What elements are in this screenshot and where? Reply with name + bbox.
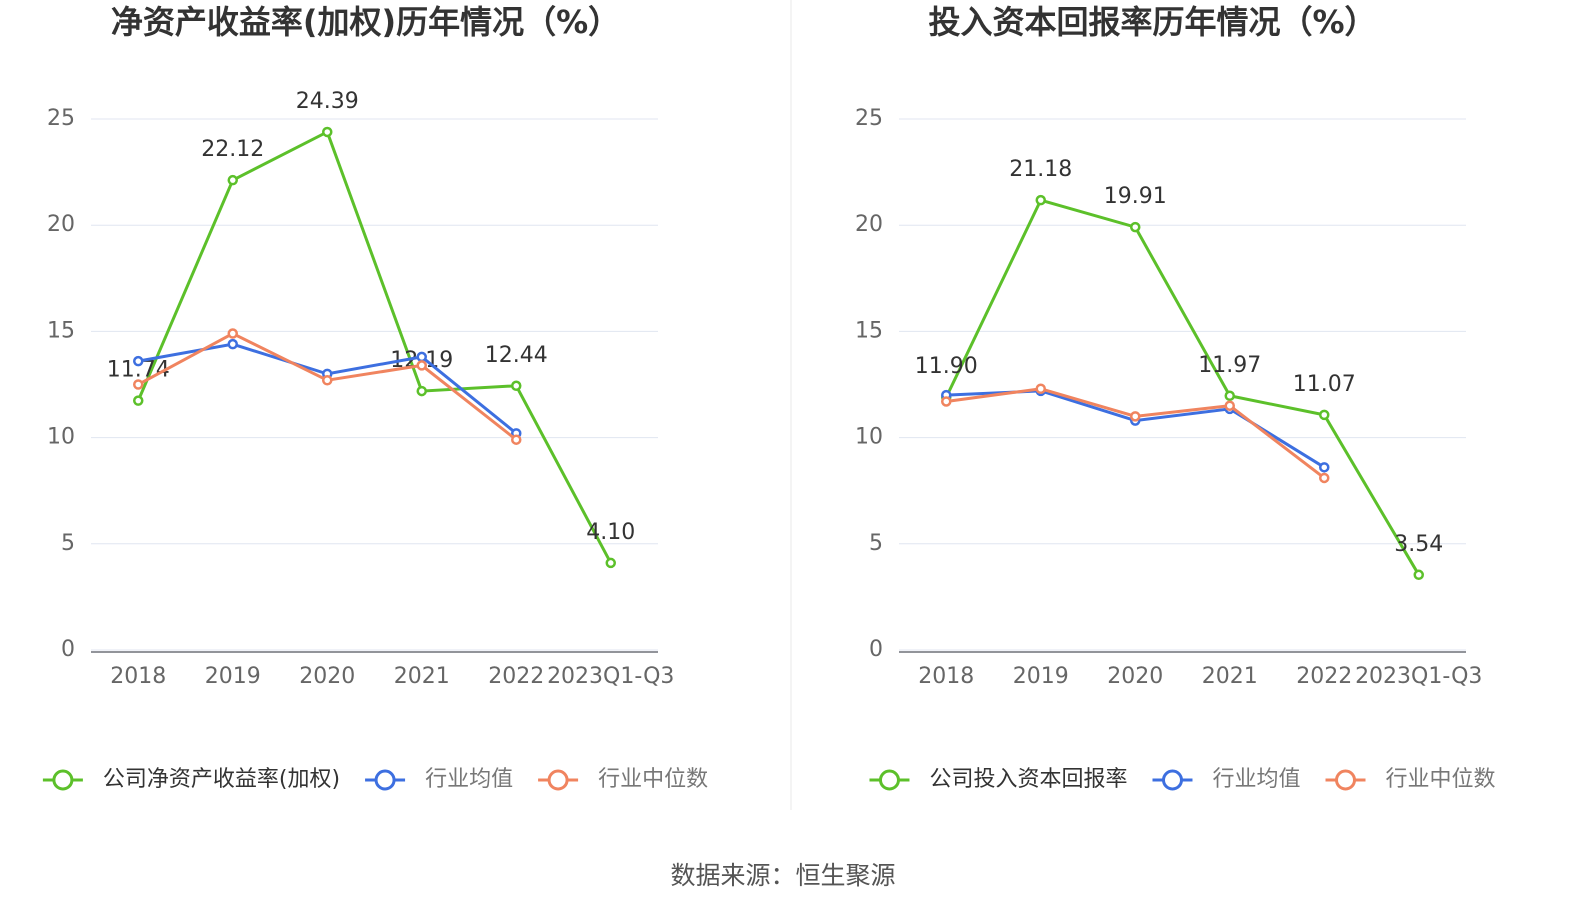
- source: 数据来源：恒生聚源: [670, 861, 895, 890]
- data-label: 19.91: [1104, 184, 1167, 209]
- legend-marker: [878, 769, 900, 791]
- x-tick-label: 2018: [918, 664, 974, 689]
- chart-title: 净资产收益率(加权)历年情况（%）: [111, 3, 620, 41]
- y-tick-label: 10: [855, 425, 883, 450]
- legend-item: 行业中位数: [1325, 767, 1496, 792]
- legend-label: 行业均值: [1212, 767, 1300, 792]
- point: [1319, 409, 1330, 421]
- chart-title: 投入资本回报率历年情况（%）: [928, 3, 1376, 41]
- legend-label: 公司投入资本回报率: [929, 767, 1127, 792]
- point: [416, 385, 427, 397]
- x-tick-label: 2020: [1107, 664, 1163, 689]
- point: [227, 338, 238, 350]
- point: [1130, 221, 1141, 233]
- legend-item: 公司净资产收益率(加权): [42, 767, 340, 792]
- x-tick-label: 2021: [394, 664, 450, 689]
- y-tick-label: 10: [47, 425, 75, 450]
- x-tick-label: 2022: [488, 664, 544, 689]
- point: [133, 379, 144, 390]
- x-tick-label: 2022: [1296, 664, 1352, 689]
- legend-label: 行业均值: [425, 767, 513, 792]
- data-label: 11.90: [915, 354, 978, 379]
- x-tick-label: 2018: [110, 664, 166, 689]
- chart-panel: 投入资本回报率历年情况（%） 0 5 10 15 20 25 2018 2019 2020 2021…: [855, 3, 1496, 792]
- legend-marker: [374, 769, 396, 791]
- y-tick-label: 0: [869, 637, 883, 662]
- point: [605, 557, 616, 569]
- point: [1413, 569, 1424, 581]
- data-label: 11.97: [1198, 353, 1261, 378]
- data-label: 22.12: [201, 137, 264, 162]
- x-tick-label: 2019: [1013, 664, 1069, 689]
- point: [1224, 400, 1235, 411]
- point: [1319, 472, 1330, 484]
- x-tick-label: 2020: [299, 664, 355, 689]
- chart-panel: 净资产收益率(加权)历年情况（%） 0 5 10 15 20 25 2018 2019 2020 2…: [42, 3, 708, 792]
- y-tick-label: 25: [47, 106, 75, 131]
- point: [511, 434, 522, 445]
- y-tick-label: 15: [855, 318, 883, 343]
- point: [511, 380, 522, 392]
- legend-item: 公司投入资本回报率: [869, 767, 1127, 792]
- legend-item: 行业均值: [365, 767, 513, 792]
- series-line: [136, 129, 613, 564]
- data-label: 24.39: [296, 89, 359, 114]
- data-label: 3.54: [1394, 532, 1443, 557]
- y-tick-label: 20: [855, 212, 883, 237]
- point: [227, 174, 238, 186]
- data-label: 21.18: [1009, 157, 1072, 182]
- x-tick-label: 2021: [1202, 664, 1258, 689]
- data-label: 4.10: [586, 520, 635, 545]
- legend-label: 行业中位数: [598, 767, 708, 792]
- y-tick-label: 20: [47, 212, 75, 237]
- point: [416, 351, 427, 363]
- legend-item: 行业均值: [1152, 767, 1301, 792]
- x-tick-label: 2023Q1-Q3: [1355, 664, 1482, 689]
- data-label: 12.44: [485, 343, 548, 368]
- point: [1319, 462, 1330, 473]
- y-tick-label: 5: [869, 531, 883, 556]
- x-tick-label: 2023Q1-Q3: [547, 664, 674, 689]
- point: [1130, 411, 1141, 422]
- point: [416, 360, 427, 371]
- y-tick-label: 0: [61, 637, 75, 662]
- point: [133, 395, 144, 406]
- legend-marker: [1335, 769, 1357, 791]
- y-tick-label: 15: [47, 318, 75, 343]
- point: [322, 126, 333, 138]
- point: [941, 396, 952, 407]
- series-line: [137, 342, 518, 435]
- legend-label: 公司净资产收益率(加权): [103, 767, 340, 792]
- y-tick-label: 25: [855, 106, 883, 131]
- legend-item: 行业中位数: [538, 767, 708, 792]
- legend-marker: [1161, 769, 1183, 791]
- legend-marker: [547, 769, 569, 791]
- y-tick-label: 5: [61, 531, 75, 556]
- point: [1035, 194, 1046, 206]
- legend-label: 行业中位数: [1386, 767, 1496, 792]
- legend-marker: [52, 769, 74, 791]
- point: [227, 328, 238, 339]
- point: [133, 355, 144, 367]
- point: [1035, 383, 1046, 394]
- point: [322, 375, 333, 386]
- x-tick-label: 2019: [205, 664, 261, 689]
- data-label: 11.07: [1293, 372, 1356, 397]
- point: [1224, 390, 1235, 402]
- series-line: [944, 198, 1421, 576]
